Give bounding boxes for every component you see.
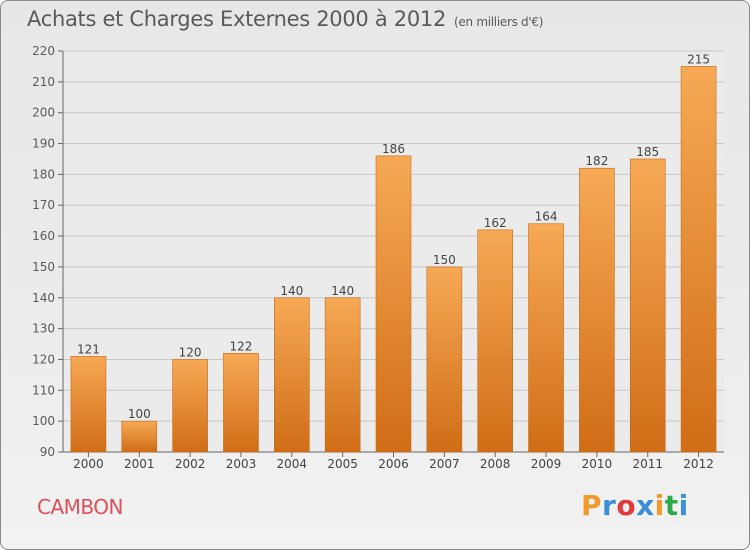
value-label: 140 (331, 284, 354, 298)
y-tick-label: 130 (32, 322, 55, 336)
x-tick-label: 2003 (226, 457, 257, 471)
x-tick-label: 2011 (632, 457, 663, 471)
x-tick-label: 2009 (531, 457, 562, 471)
y-tick-label: 200 (32, 106, 55, 120)
x-tick-label: 2008 (480, 457, 511, 471)
chart-title: Achats et Charges Externes 2000 à 2012 (27, 7, 447, 31)
logo-letter: i (654, 489, 665, 522)
y-tick-label: 90 (40, 445, 55, 459)
value-label: 122 (230, 339, 253, 353)
x-tick-label: 2005 (327, 457, 358, 471)
y-tick-label: 110 (32, 383, 55, 397)
x-tick-label: 2007 (429, 457, 460, 471)
value-label: 215 (687, 52, 710, 66)
bar-2012 (680, 66, 717, 453)
bar-2011 (629, 158, 666, 453)
value-label: 164 (535, 210, 558, 224)
y-tick-label: 160 (32, 229, 55, 243)
x-tick-label: 2012 (683, 457, 714, 471)
location-name: CAMBON (37, 495, 123, 519)
bar-2002 (172, 359, 208, 453)
chart-subtitle: (en milliers d'€) (454, 15, 544, 29)
logo-letter: P (581, 489, 603, 522)
x-tick-label: 2004 (277, 457, 308, 471)
y-tick-label: 150 (32, 260, 55, 274)
bar-2006 (375, 155, 412, 453)
chart-title-line: Achats et Charges Externes 2000 à 2012 (e… (27, 7, 543, 31)
y-tick-label: 210 (32, 75, 55, 89)
bar-2008 (477, 229, 513, 453)
proxiti-logo: Proxiti (581, 489, 689, 522)
x-tick-label: 2006 (378, 457, 409, 471)
x-tick-label: 2010 (582, 457, 613, 471)
value-label: 182 (585, 154, 608, 168)
bar-2010 (579, 167, 615, 453)
value-label: 140 (280, 284, 303, 298)
y-tick-label: 120 (32, 352, 55, 366)
bar-2001 (121, 420, 158, 453)
value-label: 100 (128, 407, 151, 421)
logo-letter: o (616, 489, 637, 522)
logo-letter: i (678, 489, 689, 522)
value-label: 186 (382, 142, 405, 156)
y-tick-label: 190 (32, 137, 55, 151)
value-label: 150 (433, 253, 456, 267)
y-tick-label: 140 (32, 291, 55, 305)
bar-2005 (324, 297, 361, 453)
value-label: 162 (484, 216, 507, 230)
bar-2003 (223, 352, 259, 453)
x-tick-label: 2000 (73, 457, 104, 471)
bar-2000 (70, 356, 107, 453)
logo-letter: r (602, 489, 617, 522)
x-tick-label: 2002 (175, 457, 206, 471)
logo-letter: x (636, 489, 655, 522)
y-tick-label: 180 (32, 167, 55, 181)
bar-2009 (528, 223, 564, 453)
y-tick-label: 170 (32, 198, 55, 212)
x-tick-label: 2001 (124, 457, 155, 471)
value-label: 120 (179, 345, 202, 359)
value-label: 121 (77, 342, 100, 356)
bar-2004 (274, 297, 310, 453)
y-tick-label: 220 (32, 44, 55, 58)
logo-letter: t (664, 489, 679, 522)
value-label: 185 (636, 145, 659, 159)
bar-2007 (426, 266, 463, 453)
y-tick-label: 100 (32, 414, 55, 428)
